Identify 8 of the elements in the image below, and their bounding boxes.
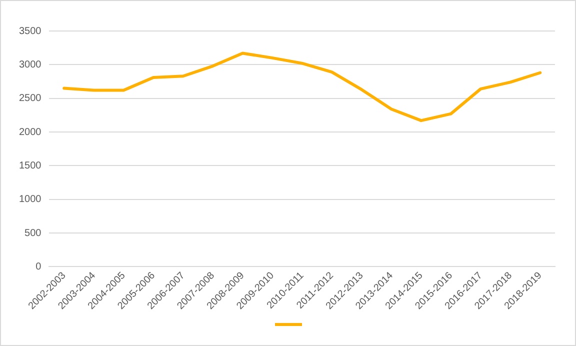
y-tick-label: 1500 [18,160,42,172]
y-tick-label: 1000 [18,194,42,206]
y-tick-label: 3500 [18,26,42,37]
y-tick-label: 0 [36,261,42,272]
y-tick-label: 2000 [18,126,42,138]
y-tick-label: 3000 [18,59,42,70]
y-tick-label: 2500 [18,93,42,104]
y-tick-label: 500 [24,228,42,239]
